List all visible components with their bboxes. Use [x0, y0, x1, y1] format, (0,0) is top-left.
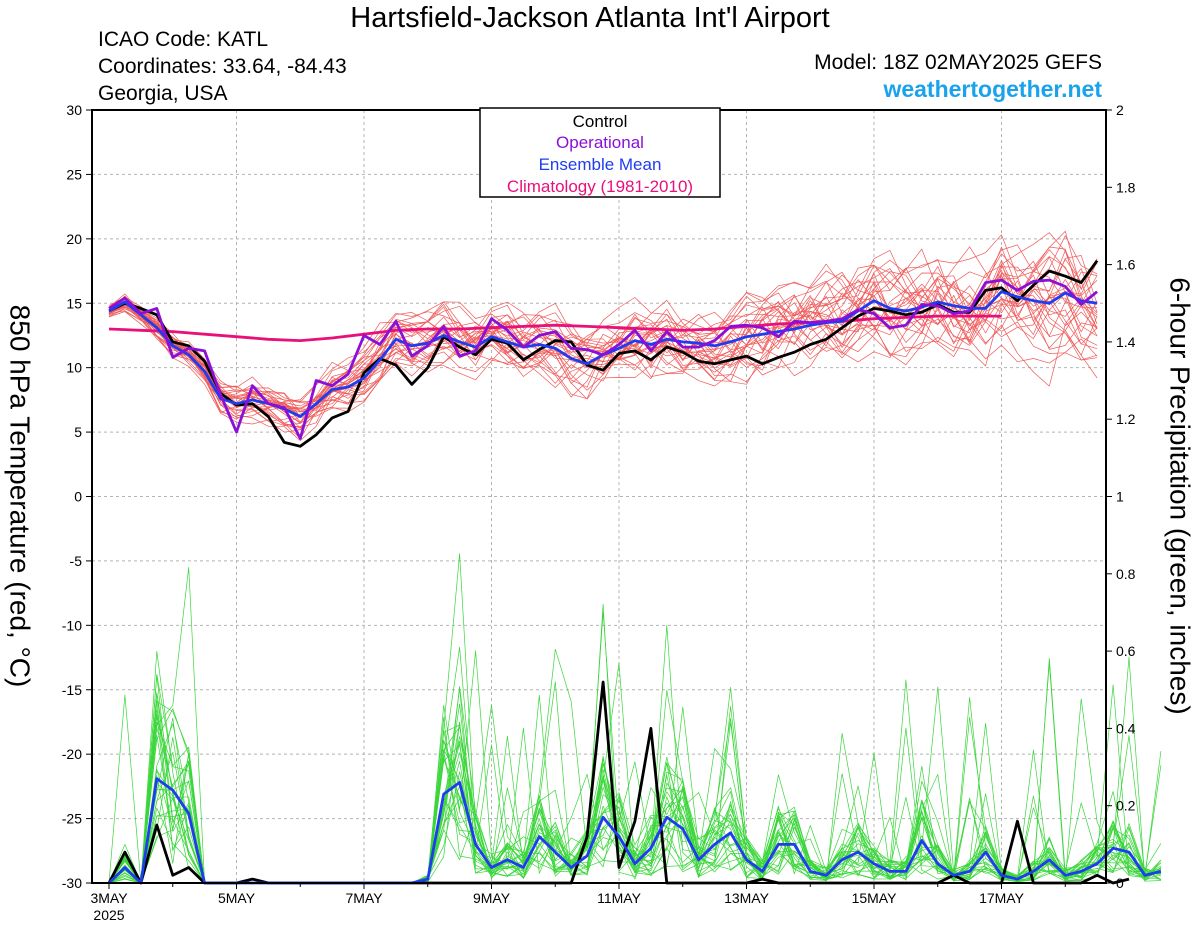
precip-member-line: [108, 611, 1162, 884]
y2-tick-label: 0.6: [1116, 643, 1136, 659]
temperature-member-line: [108, 280, 1098, 424]
climatology-line: [108, 314, 1002, 343]
temperature-control-line: [108, 259, 1099, 448]
legend-climatology: Climatology (1981-2010): [507, 177, 693, 196]
y2-tick-label: 1.4: [1116, 334, 1136, 350]
y-tick-label: 25: [66, 166, 82, 182]
grid-lines: [92, 110, 1106, 883]
website-link[interactable]: weathertogether.net: [883, 76, 1102, 102]
temperature-member-line: [108, 291, 1098, 428]
x-tick-label: 5MAY: [218, 890, 256, 906]
precip-member-line: [108, 673, 1162, 884]
temperature-member-line: [108, 280, 1098, 423]
legend-operational: Operational: [556, 133, 644, 152]
precip-member-line: [108, 603, 1162, 884]
y2-tick-label: 0.8: [1116, 566, 1136, 582]
y2-tick-label: 2: [1116, 102, 1124, 118]
y2-tick-label: 0.4: [1116, 720, 1136, 736]
y-tick-label: 15: [66, 295, 82, 311]
y2-tick-label: 1.8: [1116, 179, 1136, 195]
y2-tick-label: 1.6: [1116, 257, 1136, 273]
y-tick-label: 10: [66, 360, 82, 376]
legend-box: [479, 107, 721, 198]
y-tick-label: 20: [66, 231, 82, 247]
x-tick-label: 15MAY: [852, 890, 898, 906]
temperature-member-line: [108, 287, 1098, 405]
y2-tick-label: 1: [1116, 489, 1124, 505]
y-tick-label: -20: [62, 746, 82, 762]
x-tick-label: 13MAY: [724, 890, 770, 906]
temperature-member-line: [108, 260, 1098, 424]
y-axis-left-title: 850 hPa Temperature (red, °C): [5, 305, 36, 688]
precip-member-line: [108, 651, 1161, 884]
model-run-label: Model: 18Z 02MAY2025 GEFS: [814, 51, 1102, 74]
temperature-member-line: [108, 246, 1098, 412]
precip-member-line: [108, 694, 1161, 884]
temperature-operational-line: [108, 278, 1098, 440]
y-tick-label: 30: [66, 102, 82, 118]
y-axis-right-title: 6-hour Precipitation (green, inches): [1165, 277, 1196, 714]
legend-ensemble-mean: Ensemble Mean: [539, 155, 662, 174]
axis-ticks: 302520151050-5-10-15-20-25-3021.81.61.41…: [62, 102, 1136, 923]
y2-tick-label: 0.2: [1116, 798, 1136, 814]
x-tick-label: 17MAY: [979, 890, 1025, 906]
chart-title: Hartsfield-Jackson Atlanta Int'l Airport: [350, 2, 830, 34]
icao-code: ICAO Code: KATL: [98, 28, 269, 51]
y-tick-label: -25: [62, 811, 82, 827]
coordinates: Coordinates: 33.64, -84.43: [98, 55, 347, 78]
precip-member-line: [108, 692, 1162, 884]
x-tick-label: 9MAY: [473, 890, 511, 906]
x-tick-label: 11MAY: [597, 890, 641, 906]
x-tick-label: 7MAY: [345, 890, 383, 906]
y-tick-label: -30: [62, 875, 82, 891]
region-label: Georgia, USA: [98, 82, 228, 105]
precip-member-line: [108, 553, 1162, 884]
y2-tick-label: 0: [1116, 875, 1124, 891]
y-tick-label: -5: [70, 553, 83, 569]
temperature-member-line: [108, 271, 1098, 410]
precip-member-line: [108, 674, 1162, 884]
y-tick-label: -15: [62, 682, 82, 698]
temperature-member-line: [108, 268, 1098, 412]
temperature-member-line: [108, 278, 1098, 423]
y-tick-label: 5: [74, 424, 82, 440]
precip-member-line: [108, 656, 1162, 884]
y-tick-label: 0: [74, 489, 82, 505]
x-tick-sublabel: 2025: [93, 907, 124, 923]
y-tick-label: -10: [62, 617, 82, 633]
precip-member-line: [108, 567, 1161, 884]
legend: Control Operational Ensemble Mean Climat…: [479, 107, 721, 198]
y2-tick-label: 1.2: [1116, 411, 1136, 427]
legend-control: Control: [573, 112, 628, 131]
x-tick-label: 3MAY: [90, 890, 128, 906]
